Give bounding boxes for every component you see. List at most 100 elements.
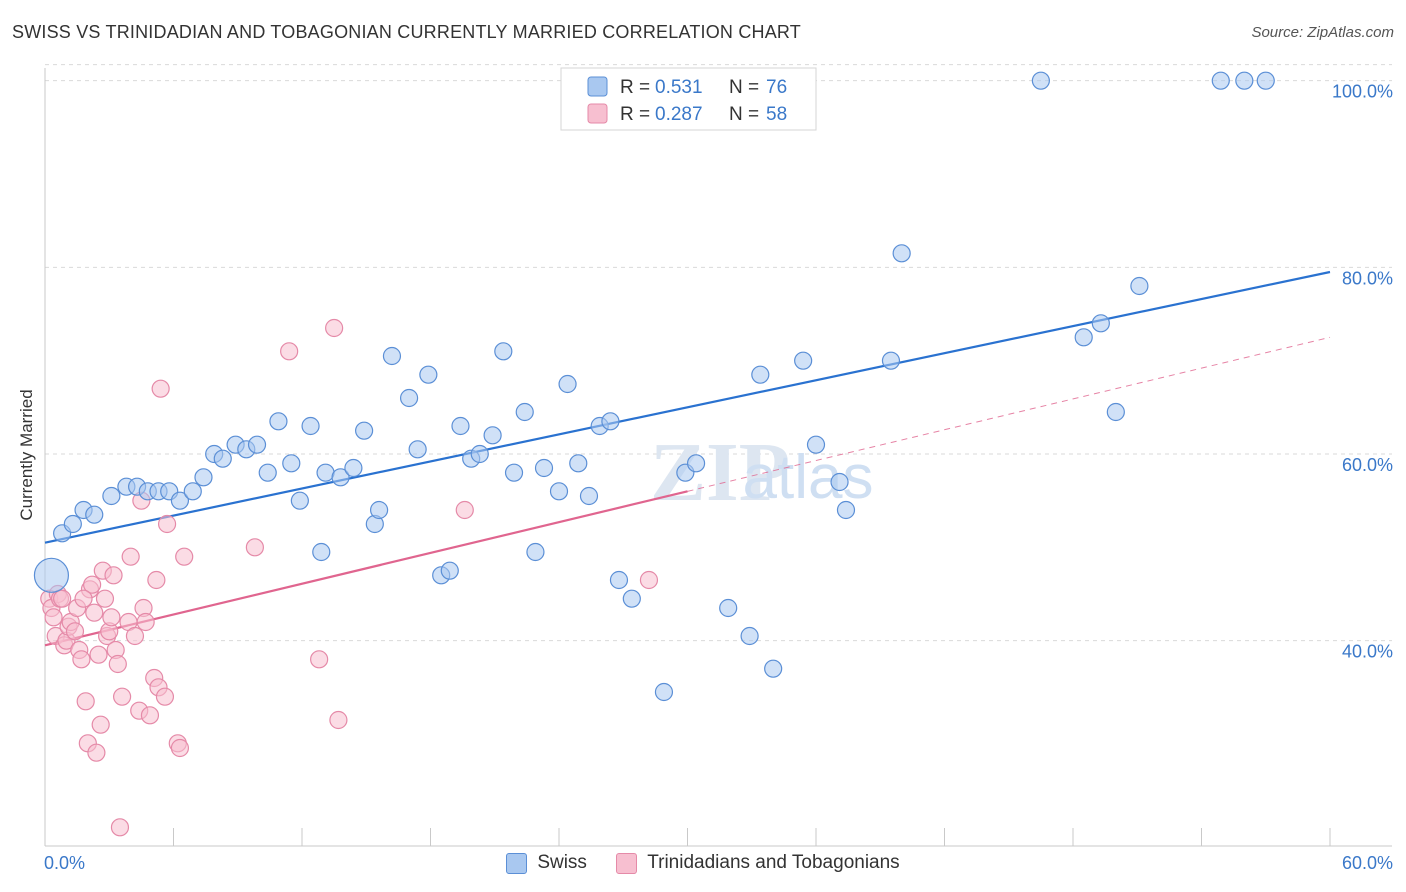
point-swiss [408, 440, 427, 459]
point-trini [53, 589, 72, 608]
legend-r-label-trini: R = [620, 104, 650, 125]
point-trini [83, 575, 102, 594]
point-swiss [1130, 276, 1149, 296]
point-swiss [63, 514, 82, 534]
point-swiss [892, 244, 911, 263]
point-swiss [806, 435, 826, 454]
x-tick-label: 0.0% [44, 853, 85, 873]
legend-r-value-swiss: 0.531 [655, 77, 703, 98]
point-swiss [301, 416, 320, 436]
legend-swatch-swiss [587, 76, 608, 97]
point-swiss [881, 351, 901, 370]
point-swiss [85, 505, 104, 524]
point-swiss [740, 626, 759, 646]
legend-n-value-trini: 58 [766, 104, 787, 125]
point-swiss [515, 402, 534, 422]
point-swiss [451, 416, 470, 436]
point-swiss [194, 468, 213, 487]
point-trini [74, 589, 93, 608]
point-swiss [399, 388, 419, 408]
point-swiss [1074, 328, 1093, 347]
trend-line-swiss [44, 270, 1331, 544]
point-trini [325, 318, 344, 338]
point-swiss [751, 365, 770, 384]
point-swiss [316, 463, 335, 482]
point-swiss [1211, 71, 1230, 90]
y-tick-label: 100.0% [1332, 82, 1393, 102]
point-trini [329, 710, 348, 730]
point-swiss [794, 351, 813, 370]
point-trini [310, 650, 329, 669]
point-trini [280, 342, 299, 361]
chart-source: Source: ZipAtlas.com [1251, 24, 1394, 41]
legend-item-swiss[interactable]: Swiss [506, 852, 587, 874]
point-trini [170, 738, 190, 758]
point-trini [102, 608, 121, 627]
point-trini [95, 589, 115, 608]
y-tick-label: 60.0% [1342, 455, 1393, 475]
legend-label-swiss: Swiss [537, 852, 587, 873]
legend-r-value-trini: 0.287 [655, 104, 703, 125]
point-swiss [258, 463, 277, 482]
point-swiss [494, 342, 513, 361]
point-swiss [558, 374, 577, 394]
point-swiss [504, 463, 524, 482]
point-trini [85, 603, 104, 622]
point-trini [151, 379, 170, 398]
bottom-legend: Swiss Trinidadians and Tobagonians [0, 852, 1406, 880]
point-trini [110, 818, 130, 837]
point-swiss [830, 472, 849, 492]
point-trini [65, 622, 85, 641]
y-tick-label: 80.0% [1342, 268, 1393, 288]
point-swiss [282, 454, 301, 473]
point-swiss [1256, 71, 1275, 90]
point-trini [44, 608, 63, 627]
legend-n-label-swiss: N = [729, 77, 759, 98]
point-swiss [183, 482, 202, 501]
point-swiss [102, 486, 121, 506]
point-swiss [609, 570, 629, 590]
point-swiss [654, 682, 674, 702]
point-swiss [719, 598, 738, 618]
legend: R = 0.531 N = 76 R = 0.287 N = 58 [560, 67, 817, 131]
point-swiss [483, 426, 502, 445]
point-swiss [470, 444, 489, 464]
point-swiss [622, 589, 641, 608]
point-trini [104, 566, 123, 585]
point-swiss [247, 435, 267, 454]
point-trini [147, 570, 166, 590]
legend-label-trini: Trinidadians and Tobagonians [647, 852, 900, 873]
point-swiss [213, 449, 232, 468]
point-swiss [1091, 314, 1110, 333]
watermark-atlas: atlas [743, 443, 874, 512]
legend-item-trini[interactable]: Trinidadians and Tobagonians [616, 852, 900, 874]
point-trini [108, 654, 127, 674]
point-swiss [170, 491, 190, 510]
legend-n-label-trini: N = [729, 104, 759, 125]
chart-title: SWISS VS TRINIDADIAN AND TOBAGONIAN CURR… [12, 22, 801, 42]
point-trini [87, 743, 106, 762]
point-swiss [836, 500, 856, 520]
point-swiss [764, 659, 783, 678]
legend-swatch-trini [587, 103, 608, 124]
point-swiss [312, 542, 331, 562]
tick-labels: 40.0% 60.0% 80.0% 100.0% 0.0% 60.0% [44, 82, 1393, 873]
legend-r-label-swiss: R = [620, 77, 650, 98]
point-trini [72, 650, 91, 669]
point-swiss [526, 542, 545, 562]
point-swiss [569, 454, 588, 473]
point-swiss [440, 561, 459, 580]
point-swiss [1235, 71, 1254, 90]
data-points [33, 71, 1275, 837]
point-swiss [686, 454, 706, 473]
point-trini [455, 500, 474, 520]
point-swiss [33, 557, 70, 593]
point-trini [112, 687, 132, 706]
point-trini [76, 692, 95, 711]
trend-line-trini-extension [687, 336, 1331, 492]
legend-n-value-swiss: 76 [766, 77, 787, 98]
point-swiss [370, 500, 389, 520]
x-tick-label: 60.0% [1342, 853, 1393, 873]
point-trini [136, 612, 155, 632]
point-trini [175, 547, 194, 566]
